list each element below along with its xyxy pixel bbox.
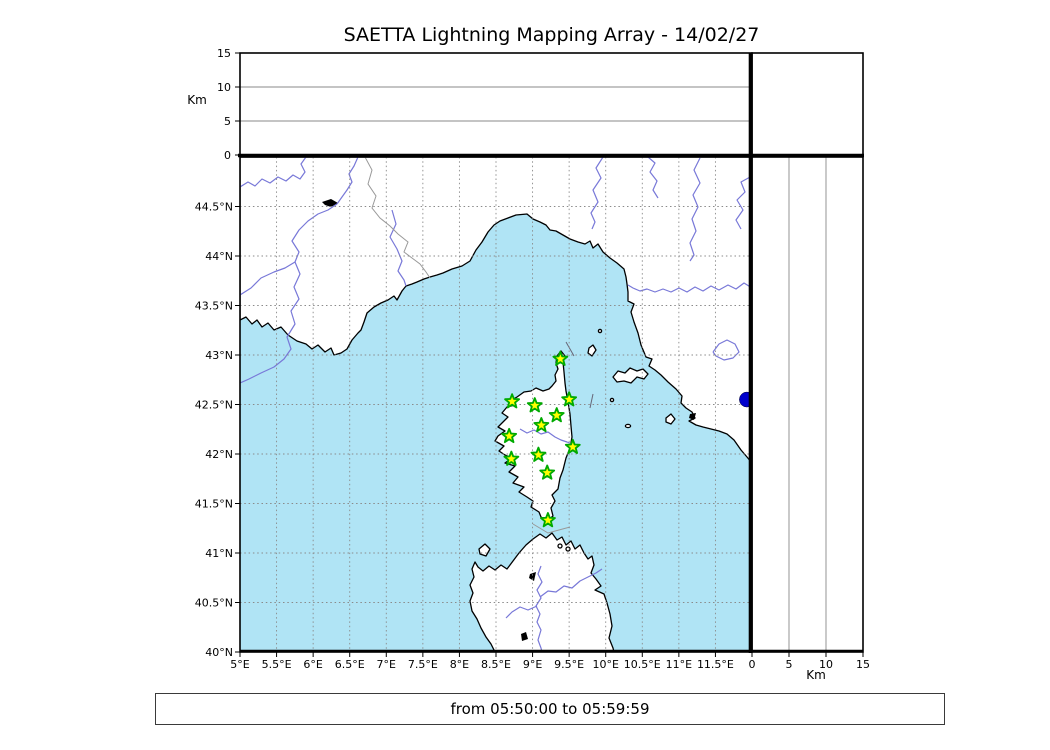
station-star	[552, 350, 569, 366]
lon-tick-label: 9.5°E	[554, 658, 584, 671]
lakes-group	[322, 199, 696, 641]
figure-title: SAETTA Lightning Mapping Array - 14/02/2…	[343, 24, 760, 46]
alt-tick-label: 5	[224, 115, 231, 128]
map-panel	[240, 157, 752, 652]
right-panel-grid	[788, 157, 827, 652]
lon-tick-label: 11°E	[666, 658, 692, 671]
lon-tick-label: 5.5°E	[262, 658, 292, 671]
lake	[521, 632, 528, 641]
time-range-text: from 05:50:00 to 05:59:59	[450, 700, 650, 718]
station-star	[561, 391, 578, 407]
station-star	[503, 450, 520, 466]
lat-tick-label: 42°N	[205, 448, 233, 461]
station-star	[501, 427, 518, 444]
lon-tick-label: 6°E	[303, 658, 322, 671]
lon-tick-label: 6.5°E	[335, 658, 365, 671]
map-grid	[240, 157, 752, 652]
lat-tick-label: 44.5°N	[195, 201, 233, 214]
right-tick-label: 5	[786, 658, 793, 671]
alt-tick-label: 10	[217, 81, 231, 94]
time-range-box: from 05:50:00 to 05:59:59	[155, 693, 945, 725]
coastline-mainland	[240, 157, 752, 464]
right-axis-label: Km	[806, 668, 826, 682]
station-star	[526, 397, 543, 413]
station-star	[533, 417, 550, 433]
country-border	[364, 157, 431, 279]
lon-tick-label: 11.5°E	[697, 658, 734, 671]
altitude-panel-frame	[239, 52, 753, 156]
boundaries-group	[364, 157, 594, 534]
maritime-boundary	[532, 523, 571, 534]
altitude-panel-grid	[240, 86, 752, 122]
lat-tick-label: 43.5°N	[195, 300, 233, 313]
giglio-island	[665, 413, 676, 425]
lon-tick-label: 8°E	[450, 658, 469, 671]
maddalena-island	[557, 543, 563, 549]
boundary-segment	[565, 341, 575, 357]
lon-tick-label: 7.5°E	[408, 658, 438, 671]
lon-tick-label: 5°E	[230, 658, 249, 671]
station-star	[548, 407, 565, 423]
corner-panel-frame	[751, 52, 864, 156]
alt-tick-label: 15	[217, 47, 231, 60]
station-star	[540, 512, 556, 528]
elba-island	[612, 367, 649, 384]
rivers-group	[240, 157, 752, 652]
alt-tick-label: 0	[224, 149, 231, 162]
lake	[529, 572, 536, 581]
right-tick-label: 0	[749, 658, 756, 671]
boundary-segment	[589, 393, 594, 409]
lake	[689, 413, 696, 420]
maddalena-island	[565, 546, 571, 552]
lon-tick-label: 8.5°E	[481, 658, 511, 671]
stations-layer	[501, 350, 581, 528]
small-island	[609, 397, 615, 403]
lon-tick-label: 9°E	[523, 658, 542, 671]
lake	[322, 199, 338, 207]
lat-tick-label: 40.5°N	[195, 597, 233, 610]
lat-tick-label: 40°N	[205, 646, 233, 659]
station-star	[539, 464, 556, 480]
capraia-island	[587, 344, 597, 357]
coastline-sardinia	[469, 532, 615, 652]
ticks-layer: 5°E 5.5°E 6°E 6.5°E 7°E 7.5°E 8°E 8.5°E 9°E 9.5°E…	[195, 47, 870, 671]
lat-tick-label: 41°N	[205, 547, 233, 560]
lon-tick-label: 10.5°E	[624, 658, 661, 671]
lon-tick-label: 7°E	[377, 658, 396, 671]
altitude-axis-label: Km	[187, 93, 207, 107]
right-tick-label: 15	[856, 658, 870, 671]
pianosa-island	[624, 423, 632, 429]
station-star	[504, 393, 521, 409]
right-tick-label: 10	[819, 658, 833, 671]
lon-tick-label: 10°E	[592, 658, 618, 671]
station-star	[564, 438, 581, 454]
right-panel-frame	[751, 156, 864, 653]
lat-tick-label: 41.5°N	[195, 498, 233, 511]
gorgona-island	[597, 328, 603, 334]
land-group	[240, 157, 752, 652]
lat-tick-label: 44°N	[205, 250, 233, 263]
lat-tick-label: 43°N	[205, 349, 233, 362]
station-star	[530, 446, 547, 462]
lat-tick-label: 42.5°N	[195, 399, 233, 412]
